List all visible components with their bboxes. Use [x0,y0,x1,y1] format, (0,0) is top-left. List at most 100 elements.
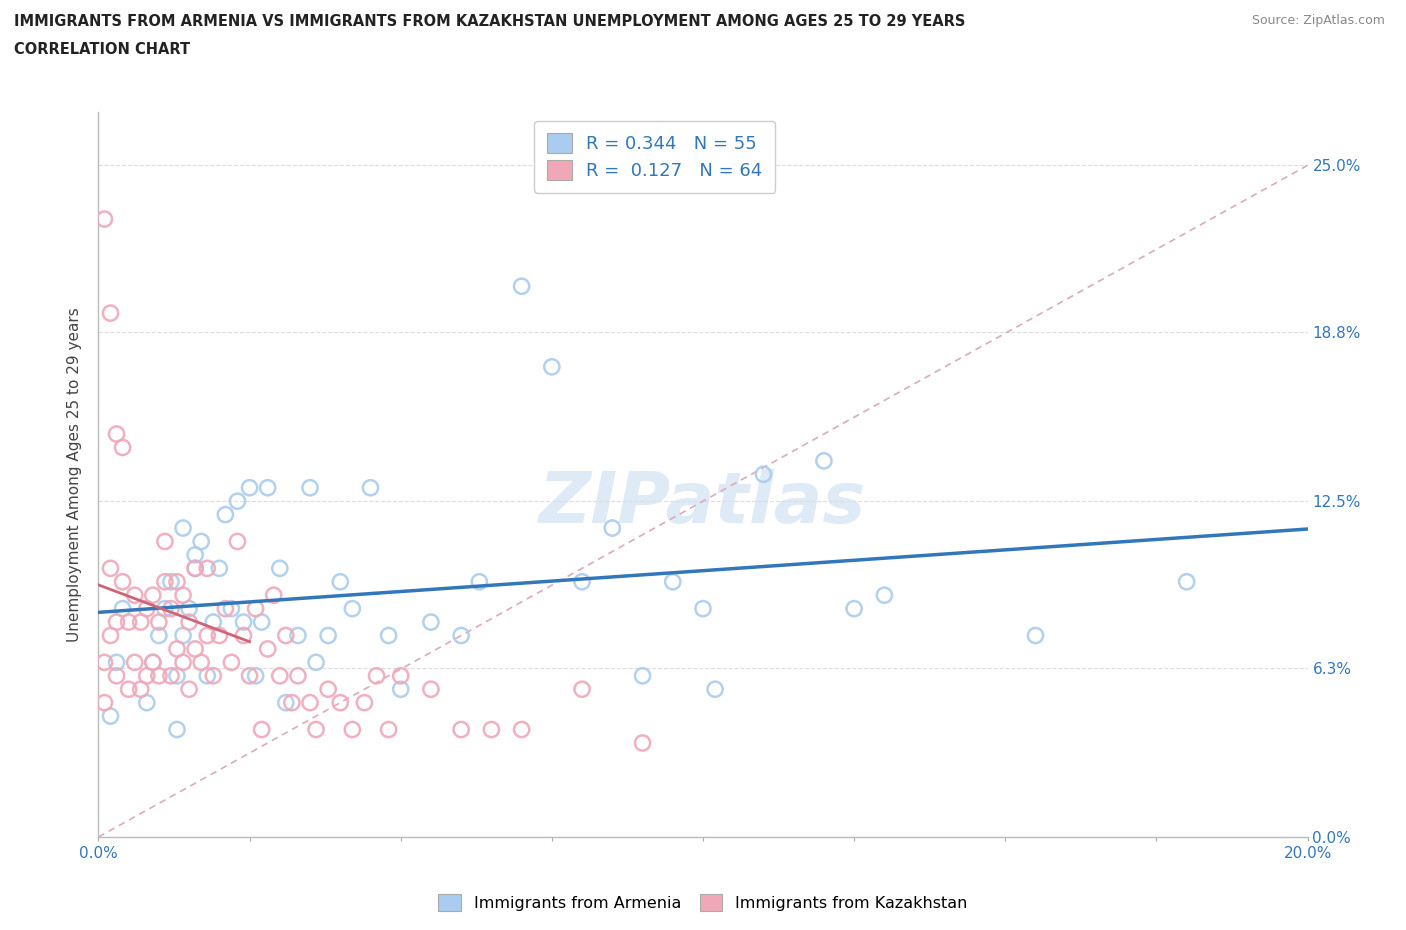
Point [377,628,399,643]
Point [813,454,835,469]
Point [468,575,491,590]
Point [420,615,443,630]
Point [172,655,194,670]
Point [166,575,188,590]
Point [844,601,866,616]
Point [263,588,285,603]
Point [184,642,207,657]
Point [202,669,225,684]
Point [142,588,165,603]
Point [148,628,170,643]
Point [245,601,267,616]
Point [111,601,134,616]
Point [329,696,352,711]
Point [274,696,297,711]
Point [172,588,194,603]
Point [105,615,128,630]
Point [100,628,122,643]
Point [166,669,188,684]
Point [160,575,183,590]
Point [232,628,254,643]
Point [93,655,115,670]
Point [1024,628,1046,643]
Point [226,534,249,549]
Point [342,722,364,737]
Text: Source: ZipAtlas.com: Source: ZipAtlas.com [1251,14,1385,27]
Text: ZIPatlas: ZIPatlas [540,469,866,538]
Point [148,615,170,630]
Point [281,696,304,711]
Y-axis label: Unemployment Among Ages 25 to 29 years: Unemployment Among Ages 25 to 29 years [67,307,83,642]
Point [450,722,472,737]
Point [100,709,122,724]
Point [195,669,218,684]
Point [692,601,714,616]
Point [752,467,775,482]
Point [256,642,278,657]
Point [195,628,218,643]
Point [510,722,533,737]
Point [305,655,328,670]
Point [179,601,201,616]
Point [184,561,207,576]
Point [299,480,322,495]
Point [269,669,291,684]
Point [360,480,382,495]
Point [366,669,388,684]
Text: IMMIGRANTS FROM ARMENIA VS IMMIGRANTS FROM KAZAKHSTAN UNEMPLOYMENT AMONG AGES 25: IMMIGRANTS FROM ARMENIA VS IMMIGRANTS FR… [14,14,966,29]
Point [377,722,399,737]
Point [190,534,212,549]
Point [166,642,188,657]
Point [245,669,267,684]
Point [129,682,152,697]
Point [873,588,896,603]
Point [226,494,249,509]
Point [342,601,364,616]
Point [202,615,225,630]
Point [153,534,176,549]
Point [274,628,297,643]
Point [124,655,146,670]
Point [250,722,273,737]
Point [153,601,176,616]
Point [214,601,236,616]
Point [239,480,262,495]
Point [353,696,375,711]
Point [316,682,339,697]
Point [389,669,412,684]
Point [118,615,141,630]
Legend: R = 0.344   N = 55, R =  0.127   N = 64: R = 0.344 N = 55, R = 0.127 N = 64 [534,121,775,193]
Point [481,722,503,737]
Point [221,601,243,616]
Point [100,561,122,576]
Point [214,507,236,522]
Point [195,561,218,576]
Point [135,669,157,684]
Point [184,561,207,576]
Point [105,655,128,670]
Point [100,306,122,321]
Point [111,575,134,590]
Point [129,615,152,630]
Point [105,427,128,442]
Point [160,601,183,616]
Point [287,669,309,684]
Point [135,601,157,616]
Point [232,615,254,630]
Point [389,682,412,697]
Point [631,669,654,684]
Point [179,682,201,697]
Point [316,628,339,643]
Point [148,669,170,684]
Point [208,561,231,576]
Point [305,722,328,737]
Point [190,655,212,670]
Point [250,615,273,630]
Point [105,669,128,684]
Point [299,696,322,711]
Point [179,615,201,630]
Point [124,588,146,603]
Point [1175,575,1198,590]
Point [93,696,115,711]
Point [166,722,188,737]
